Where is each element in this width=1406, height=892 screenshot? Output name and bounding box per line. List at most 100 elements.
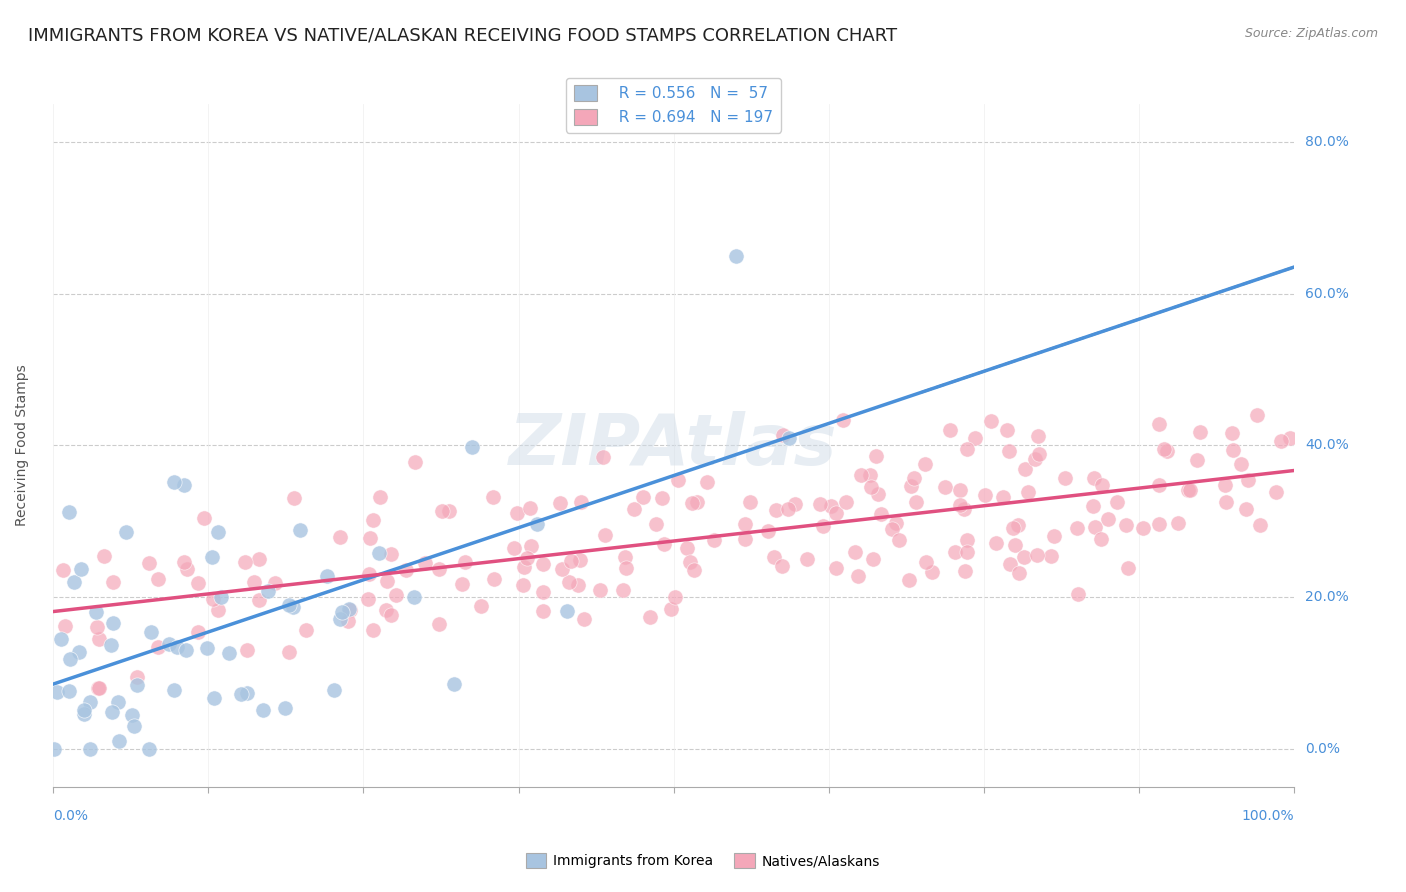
Point xyxy=(1270,434,1292,448)
Point xyxy=(724,249,747,263)
Point xyxy=(1039,549,1062,563)
Point xyxy=(592,450,614,465)
Point xyxy=(1132,521,1154,535)
Text: 20.0%: 20.0% xyxy=(1305,590,1348,604)
Point xyxy=(734,533,756,547)
Point xyxy=(1014,550,1036,565)
Point xyxy=(865,450,887,464)
Point xyxy=(681,496,703,510)
Point xyxy=(844,545,866,559)
Point xyxy=(252,703,274,717)
Point xyxy=(652,536,675,550)
Point xyxy=(173,478,195,492)
Point xyxy=(1249,517,1271,532)
Point xyxy=(443,677,465,691)
Point xyxy=(1017,484,1039,499)
Point xyxy=(1116,561,1139,575)
Point xyxy=(375,574,398,588)
Point xyxy=(380,607,402,622)
Point xyxy=(187,576,209,591)
Point xyxy=(831,413,853,427)
Point xyxy=(247,552,270,566)
Point xyxy=(103,615,125,630)
Point xyxy=(84,605,107,619)
Point xyxy=(42,741,65,756)
Point xyxy=(1222,443,1244,458)
Point xyxy=(193,511,215,525)
Point xyxy=(659,602,682,616)
Point xyxy=(363,623,385,637)
Point xyxy=(808,497,831,511)
Point xyxy=(1001,521,1024,535)
Point xyxy=(59,652,82,666)
Point xyxy=(359,566,381,581)
Point xyxy=(176,562,198,576)
Point xyxy=(51,632,73,647)
Point xyxy=(631,490,654,504)
Point xyxy=(887,533,910,548)
Point xyxy=(174,643,197,657)
Point xyxy=(79,695,101,709)
Point xyxy=(402,591,425,605)
Point xyxy=(675,541,697,555)
Point xyxy=(339,603,361,617)
Point xyxy=(316,568,339,582)
Point xyxy=(108,734,131,748)
Point xyxy=(121,708,143,723)
Point xyxy=(860,481,883,495)
Point xyxy=(1054,471,1077,485)
Point xyxy=(512,578,534,592)
Point xyxy=(138,741,160,756)
Point xyxy=(236,642,259,657)
Point xyxy=(520,539,543,553)
Point xyxy=(785,498,807,512)
Point xyxy=(201,591,224,606)
Point xyxy=(375,603,398,617)
Point xyxy=(337,614,360,628)
Point xyxy=(367,546,389,560)
Point xyxy=(846,569,869,583)
Text: IMMIGRANTS FROM KOREA VS NATIVE/ALASKAN RECEIVING FOOD STAMPS CORRELATION CHART: IMMIGRANTS FROM KOREA VS NATIVE/ALASKAN … xyxy=(28,27,897,45)
Point xyxy=(1246,408,1268,422)
Point xyxy=(58,684,80,698)
Point xyxy=(569,495,592,509)
Point xyxy=(1213,478,1236,492)
Point xyxy=(45,684,67,698)
Point xyxy=(1097,512,1119,526)
Point xyxy=(58,505,80,519)
Point xyxy=(645,516,668,531)
Point xyxy=(163,475,186,489)
Point xyxy=(294,623,316,637)
Point xyxy=(574,612,596,626)
Point xyxy=(361,513,384,527)
Point xyxy=(1147,417,1170,431)
Point xyxy=(1043,529,1066,543)
Point xyxy=(52,563,75,577)
Point xyxy=(256,583,278,598)
Point xyxy=(772,428,794,442)
Point xyxy=(53,619,76,633)
Point xyxy=(526,516,548,531)
Point xyxy=(337,601,360,615)
Point xyxy=(1177,483,1199,497)
Point xyxy=(651,491,673,505)
Point xyxy=(638,610,661,624)
Point xyxy=(329,612,352,626)
Point xyxy=(1066,521,1088,535)
Point xyxy=(359,531,381,545)
Point xyxy=(683,563,706,577)
Point xyxy=(395,563,418,577)
Point xyxy=(953,564,976,578)
Point xyxy=(277,598,299,612)
Point xyxy=(870,508,893,522)
Point xyxy=(101,705,124,719)
Point xyxy=(290,523,312,537)
Point xyxy=(921,565,943,579)
Point xyxy=(612,582,634,597)
Point xyxy=(454,555,477,569)
Point xyxy=(1014,461,1036,475)
Point xyxy=(139,624,162,639)
Point xyxy=(550,561,572,575)
Point xyxy=(283,491,305,506)
Text: 80.0%: 80.0% xyxy=(1305,135,1348,149)
